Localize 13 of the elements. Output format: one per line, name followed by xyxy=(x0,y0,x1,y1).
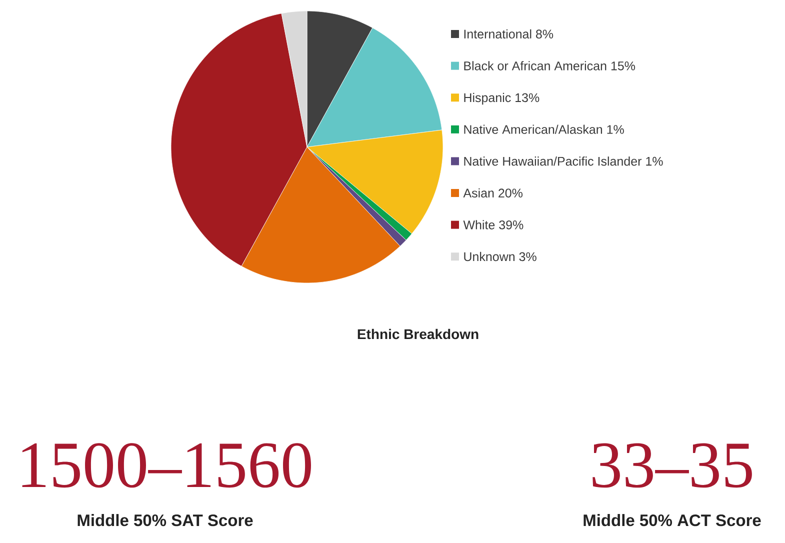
legend-label: Unknown 3% xyxy=(464,252,536,262)
legend-label: Asian 20% xyxy=(463,188,523,198)
text: Ethnic Breakdown xyxy=(358,328,478,340)
legend-label: White 39% xyxy=(463,220,524,230)
legend-label: Native American/Alaskan 1% xyxy=(464,124,624,134)
legend-label: Native Hawaiian/Pacific Islander 1% xyxy=(464,156,663,166)
legend-label: International 8% xyxy=(464,29,554,39)
text: 1500–1560 xyxy=(22,443,311,488)
text: 33–35 xyxy=(592,443,752,488)
legend-label: Black or African American 15% xyxy=(464,61,636,70)
legend-label: Hispanic 13% xyxy=(464,92,540,105)
text: Middle 50% ACT Score xyxy=(584,514,761,526)
text: Middle 50% SAT Score xyxy=(78,514,253,526)
